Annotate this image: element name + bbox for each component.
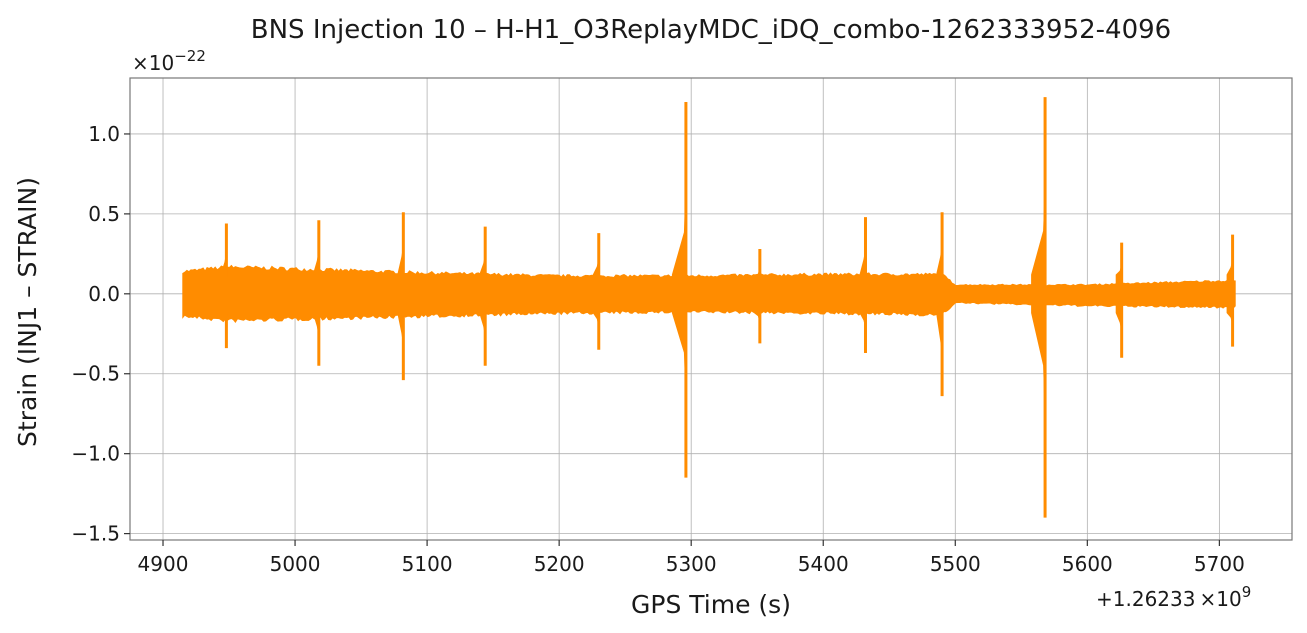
spike-chirp <box>479 253 487 337</box>
strain-spike <box>753 249 762 344</box>
spike-chirp <box>1115 263 1123 333</box>
plot-area <box>182 97 1236 518</box>
strain-spike <box>1115 242 1124 358</box>
strain-spike <box>859 217 867 353</box>
spike-chirp <box>397 244 405 346</box>
spike-chirp <box>592 257 600 328</box>
y-axis-label: Strain (INJ1 – STRAIN) <box>13 177 42 447</box>
x-tick-label: 5100 <box>402 552 453 576</box>
y-tick-label: −0.5 <box>71 362 120 386</box>
x-tick-label: 5200 <box>534 552 585 576</box>
x-tick-label: 5600 <box>1062 552 1113 576</box>
x-offset-label: +1.26233 ×109 <box>1096 583 1251 611</box>
x-tick-label: 5500 <box>930 552 981 576</box>
y-tick-label: 0.5 <box>88 202 120 226</box>
spike-chirp <box>1031 175 1047 429</box>
y-tick-label: −1.0 <box>71 442 120 466</box>
strain-spike <box>397 212 405 381</box>
strain-spike <box>592 233 601 350</box>
x-axis-label: GPS Time (s) <box>631 590 791 619</box>
strain-spike <box>312 220 321 366</box>
tick-marks <box>124 133 1220 546</box>
y-tick-label: 1.0 <box>88 122 120 146</box>
chart-title: BNS Injection 10 – H-H1_O3ReplayMDC_iDQ_… <box>251 15 1171 45</box>
spike-chirp <box>753 267 761 324</box>
plot-frame <box>129 77 1293 541</box>
x-tick-label: 4900 <box>138 552 189 576</box>
y-tick-label: 0.0 <box>88 282 120 306</box>
spike-chirp <box>671 178 687 405</box>
strain-spike <box>936 212 944 397</box>
spike-chirp <box>859 247 867 330</box>
x-tick-label: 5000 <box>270 552 321 576</box>
strain-spike <box>1226 234 1235 347</box>
y-scale-label: ×10−22 <box>132 47 206 75</box>
y-tick-label: −1.5 <box>71 522 120 546</box>
x-tick-label: 5700 <box>1194 552 1245 576</box>
noise-band <box>182 264 1236 323</box>
strain-spike <box>1031 97 1047 518</box>
strain-spike <box>671 101 688 478</box>
spike-chirp <box>1226 258 1234 326</box>
spike-chirp <box>220 251 228 327</box>
spike-chirp <box>312 249 320 337</box>
strain-spike <box>220 223 228 349</box>
strain-spike <box>479 226 487 366</box>
x-tick-label: 5300 <box>666 552 717 576</box>
x-tick-label: 5400 <box>798 552 849 576</box>
spike-chirp <box>936 244 944 356</box>
